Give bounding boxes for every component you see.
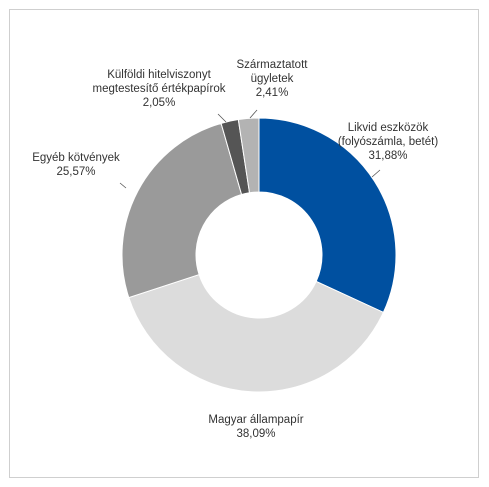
leader-line-1	[371, 169, 381, 178]
leader-line-3	[119, 182, 127, 189]
slice-label-line: 25,57%	[56, 166, 95, 178]
slice-label-line: Magyar állampapír	[208, 414, 303, 426]
slice-label-line: 31,88%	[368, 150, 407, 162]
slice-label-line: Egyéb kötvények	[32, 152, 120, 164]
slice-label-line: (folyószámla, betét)	[338, 136, 439, 148]
leader-line-5	[249, 109, 258, 119]
slice-label-line: ügyletek	[251, 73, 294, 85]
slice-1	[258, 117, 397, 314]
slice-label-line: 2,05%	[143, 97, 176, 109]
slice-5	[237, 117, 260, 194]
slice-label-3: Egyéb kötvények 25,57%	[32, 152, 120, 178]
slice-label-line: 38,09%	[236, 428, 275, 440]
slice-label-line: Származtatott	[237, 59, 309, 71]
leader-line-4	[217, 113, 227, 123]
slice-label-4: Külföldi hitelviszonyt megtestesítő érték…	[93, 69, 226, 109]
slice-label-line: 2,41%	[256, 87, 289, 99]
slice-2	[128, 273, 385, 393]
slice-label-2: Magyar állampapír 38,09%	[208, 414, 303, 440]
slice-3	[121, 122, 243, 299]
slice-label-1: Likvid eszközök (folyószámla, betét) 31,88…	[338, 122, 439, 162]
slice-label-line: Likvid eszközök	[348, 122, 429, 134]
slice-label-line: Külföldi hitelviszonyt	[107, 69, 211, 81]
slice-label-5: Származtatott ügyletek 2,41%	[237, 59, 309, 99]
slice-label-line: megtestesítő értékpapírok	[93, 83, 226, 95]
chart-frame	[9, 9, 479, 478]
